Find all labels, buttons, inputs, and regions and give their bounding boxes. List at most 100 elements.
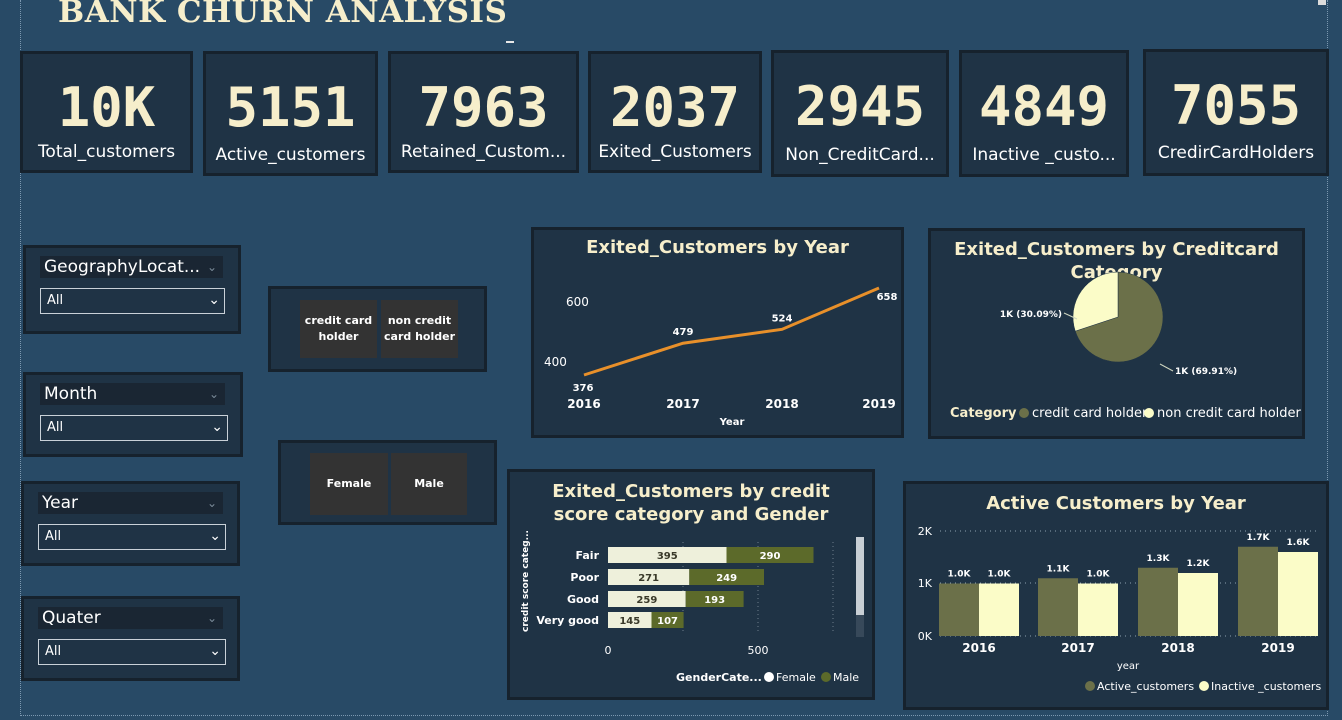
leader-line: [1159, 363, 1174, 372]
tile-non-credit-card-holder[interactable]: non credit card holder: [381, 300, 458, 358]
x-tick-label: 2016: [962, 641, 995, 655]
kpi-value: 10K: [57, 76, 156, 139]
slicer-title-text: Quater: [42, 608, 101, 628]
pie-slice: [1072, 271, 1119, 332]
bar-male: [726, 547, 814, 563]
legend-label: Male: [833, 671, 859, 684]
dropdown-value: All: [47, 293, 64, 308]
legend-title: Category: [950, 406, 1017, 421]
page-title: BANK CHURN ANALYSIS: [58, 0, 508, 30]
category-label: Poor: [570, 571, 599, 584]
legend-title: GenderCate...: [676, 671, 762, 684]
x-tick-label: 0: [605, 644, 612, 657]
x-tick-label: 2018: [1161, 641, 1194, 655]
legend-swatch: [764, 672, 774, 682]
tile-male[interactable]: Male: [391, 453, 467, 515]
dropdown-value: All: [47, 420, 64, 435]
chart-scrollbar[interactable]: [856, 537, 864, 637]
data-label: 376: [573, 383, 594, 394]
legend-label: credit card holder: [1032, 406, 1148, 421]
data-label: 145: [619, 616, 640, 627]
data-label: 1.1K: [1047, 564, 1071, 574]
bar-male: [689, 569, 764, 585]
x-tick-label: 2018: [765, 397, 798, 411]
slicer-title: Year ⌄: [38, 492, 223, 514]
bar-active: [1238, 546, 1278, 636]
kpi-value: 2037: [609, 76, 741, 139]
bar-inactive: [979, 583, 1019, 636]
legend-swatch: [1085, 681, 1095, 691]
chevron-down-icon[interactable]: ⌄: [206, 260, 217, 274]
slicer-title: GeographyLocat... ⌄: [40, 256, 223, 278]
x-axis-label: Year: [719, 417, 745, 428]
y-tick-label: 0K: [918, 630, 933, 643]
kpi-label: Non_CreditCard...: [785, 145, 935, 165]
kpi-label: Active_customers: [215, 145, 366, 165]
month-dropdown[interactable]: All ⌄: [40, 415, 228, 441]
chevron-down-icon[interactable]: ⌄: [208, 292, 220, 308]
bar-female: [608, 591, 686, 607]
title-underline: [506, 41, 514, 43]
bar-inactive: [1278, 552, 1318, 636]
exited-by-year-chart[interactable]: Exited_Customers by Year 600 400 376 2016 47…: [531, 227, 904, 438]
slicer-title: Quater ⌄: [38, 607, 223, 629]
scrollbar-thumb[interactable]: [856, 537, 864, 615]
active-by-year-chart[interactable]: Active Customers by Year 2K 1K 0K 1.0K 1.0K 2…: [903, 481, 1329, 710]
focus-mode-icon[interactable]: [1318, 0, 1326, 5]
chevron-down-icon[interactable]: ⌄: [208, 387, 219, 401]
bar-active: [1138, 567, 1178, 636]
data-label: 1.0K: [1087, 570, 1111, 580]
kpi-retained-customers[interactable]: 7963 Retained_Custom...: [388, 51, 579, 173]
kpi-non-creditcard-holders[interactable]: 2945 Non_CreditCard...: [771, 50, 949, 177]
data-label: 259: [636, 595, 657, 606]
kpi-label: CredirCardHolders: [1157, 143, 1315, 163]
legend-swatch: [1199, 681, 1209, 691]
kpi-active-customers[interactable]: 5151 Active_customers: [203, 51, 378, 176]
exited-by-creditscore-gender-chart[interactable]: Exited_Customers by credit score categor…: [507, 469, 875, 700]
year-dropdown[interactable]: All ⌄: [38, 524, 226, 550]
chevron-down-icon[interactable]: ⌄: [209, 528, 221, 544]
tile-label: credit card holder: [304, 314, 373, 343]
data-label: 271: [638, 573, 659, 584]
dropdown-value: All: [45, 529, 62, 544]
chevron-down-icon[interactable]: ⌄: [211, 419, 223, 435]
bar-female: [608, 569, 690, 585]
quarter-dropdown[interactable]: All ⌄: [38, 639, 226, 665]
y-axis-label: credit score categ...: [521, 530, 531, 632]
exited-by-creditcard-chart[interactable]: Exited_Customers by Creditcard Category …: [928, 228, 1305, 439]
bar-active: [939, 583, 979, 636]
data-label: 290: [760, 551, 781, 562]
category-label: Fair: [576, 549, 600, 562]
chevron-down-icon[interactable]: ⌄: [209, 643, 221, 659]
pie-slice: [1074, 271, 1164, 363]
kpi-label: Total_customers: [37, 142, 176, 162]
kpi-value: 5151: [225, 76, 356, 139]
gender-tile-slicer: Female Male: [278, 440, 497, 525]
x-tick-label: 2016: [567, 397, 600, 411]
x-tick-label: 2019: [1261, 641, 1294, 655]
legend-label: Female: [776, 671, 816, 684]
kpi-inactive-customers[interactable]: 4849 Inactive _custo...: [959, 50, 1129, 177]
data-label: 1.2K: [1187, 559, 1211, 569]
slicer-quarter: Quater ⌄ All ⌄: [21, 596, 240, 681]
kpi-total-customers[interactable]: 10K Total_customers: [20, 51, 193, 173]
kpi-exited-customers[interactable]: 2037 Exited_Customers: [588, 51, 762, 173]
data-label: 1.3K: [1147, 554, 1171, 564]
tile-female[interactable]: Female: [310, 453, 388, 515]
chart-title: Exited_Customers by credit score categor…: [552, 481, 830, 525]
data-label: 1.0K: [948, 570, 972, 580]
kpi-creditcard-holders[interactable]: 7055 CredirCardHolders: [1143, 49, 1329, 176]
vbar-chart-svg: 2K 1K 0K 1.0K 1.0K 2016 1.1K 1.0K 2017 1.3K 1.2K 20…: [918, 525, 1322, 693]
chart-title: Active Customers by Year: [986, 493, 1246, 514]
geography-dropdown[interactable]: All ⌄: [40, 288, 225, 314]
data-label: 1.7K: [1247, 533, 1271, 543]
data-label: 524: [772, 313, 793, 324]
chevron-down-icon[interactable]: ⌄: [206, 611, 217, 625]
chevron-down-icon[interactable]: ⌄: [206, 496, 217, 510]
pie-chart-svg: 1K (69.91%) 1K (30.09%) Category credit car…: [950, 271, 1302, 421]
slicer-title-text: GeographyLocat...: [44, 257, 201, 277]
data-label: 107: [657, 616, 678, 627]
dashboard-frame: [20, 0, 1328, 716]
bar-female: [608, 612, 652, 628]
tile-credit-card-holder[interactable]: credit card holder: [300, 300, 377, 358]
